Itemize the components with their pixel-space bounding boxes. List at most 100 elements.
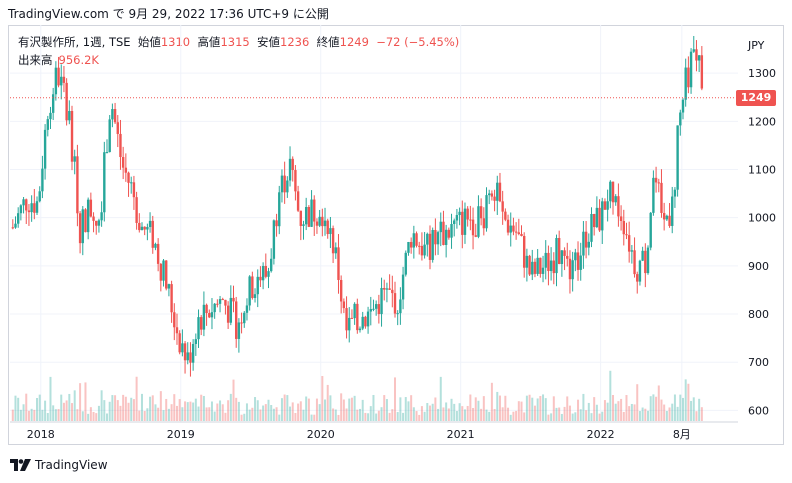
candle-body <box>437 232 439 244</box>
volume-bar <box>642 408 644 421</box>
volume-bar <box>499 396 501 421</box>
volume-bar <box>222 404 224 421</box>
candle-body <box>345 308 347 330</box>
candle-body <box>300 211 302 226</box>
volume-bar <box>593 397 595 421</box>
volume-bar <box>547 415 549 421</box>
volume-bar <box>203 396 205 421</box>
volume-bar <box>480 409 482 421</box>
candle-body <box>251 276 253 298</box>
candle-body <box>569 259 571 279</box>
tradingview-logo-icon <box>10 459 30 471</box>
candle-body <box>464 209 466 235</box>
volume-bar <box>208 407 210 421</box>
candle-body <box>246 305 248 312</box>
volume-bar <box>165 399 167 421</box>
volume-bar <box>101 390 103 421</box>
volume-bar <box>389 413 391 421</box>
candle-body <box>469 220 471 221</box>
candle-body <box>434 230 436 244</box>
candle-body <box>407 242 409 253</box>
volume-bar <box>294 413 296 421</box>
volume-bar <box>141 394 143 421</box>
candle-body <box>351 318 353 319</box>
volume-bar <box>168 409 170 421</box>
candles <box>12 36 703 377</box>
candle-body <box>63 77 65 83</box>
volume-bar <box>518 401 520 421</box>
candle-body <box>647 248 649 273</box>
candle-body <box>606 201 608 210</box>
volume-bar <box>173 394 175 421</box>
candle-body <box>160 264 162 281</box>
candle-body <box>12 227 14 228</box>
candle-body <box>421 246 423 255</box>
candle-body <box>195 339 197 344</box>
volume-bar <box>383 395 385 421</box>
volume-bar <box>14 396 16 421</box>
candle-body <box>157 244 159 264</box>
candle-body <box>170 284 172 312</box>
volume-bar <box>133 399 135 421</box>
volume-bar <box>421 406 423 421</box>
candle-body <box>146 227 148 230</box>
candle-body <box>138 223 140 230</box>
volume-bar <box>685 379 687 421</box>
candle-body <box>617 196 619 216</box>
candle-body <box>316 222 318 226</box>
candle-body <box>343 301 345 308</box>
candle-body <box>577 252 579 269</box>
candle-body <box>531 262 533 275</box>
volume-bar <box>28 411 30 421</box>
candle-body <box>585 232 587 248</box>
volume-bar <box>130 398 132 421</box>
candle-body <box>176 327 178 333</box>
candle-body <box>370 309 372 311</box>
volume-bar <box>33 410 35 421</box>
candle-body <box>679 113 681 126</box>
candle-body <box>143 227 145 230</box>
volume-bar <box>356 410 358 421</box>
candle-body <box>364 317 366 327</box>
volume-bar <box>574 412 576 421</box>
volume-bar <box>192 403 194 421</box>
volume-bar <box>63 403 65 421</box>
candle-body <box>133 182 135 197</box>
candle-body <box>135 197 137 223</box>
volume-bar <box>25 394 27 421</box>
volume-bar <box>372 395 374 421</box>
x-axis: 2018 2019 2020 2021 2022 8月 <box>10 422 738 441</box>
y-tick-label: 1300 <box>748 67 776 80</box>
candle-body <box>693 49 695 51</box>
volume-bar <box>507 408 509 421</box>
candle-body <box>383 288 385 290</box>
volume-bar <box>607 403 609 421</box>
candle-body <box>192 344 194 363</box>
volume-bar <box>179 399 181 421</box>
candle-body <box>130 182 132 183</box>
candle-body <box>289 159 291 181</box>
volume-bar <box>76 409 78 421</box>
volume-bar <box>316 399 318 421</box>
candle-body <box>526 256 528 268</box>
candle-body <box>265 266 267 277</box>
volume-bar <box>136 377 138 421</box>
candle-body <box>415 233 417 246</box>
candle-body <box>60 77 62 86</box>
candle-body <box>663 213 665 219</box>
volume-bar <box>410 395 412 421</box>
candle-body <box>453 220 455 224</box>
candle-body <box>674 190 676 197</box>
volume-bar <box>416 411 418 421</box>
candle-body <box>356 304 358 330</box>
tradingview-brand[interactable]: TradingView <box>10 458 108 472</box>
candle-body <box>270 259 272 271</box>
candle-body <box>639 261 641 282</box>
candle-body <box>399 299 401 313</box>
y-tick-label: 1200 <box>748 115 776 128</box>
candle-body <box>254 294 256 298</box>
volume-bar <box>216 404 218 421</box>
volume-bar <box>36 398 38 421</box>
volume-bar <box>521 402 523 421</box>
